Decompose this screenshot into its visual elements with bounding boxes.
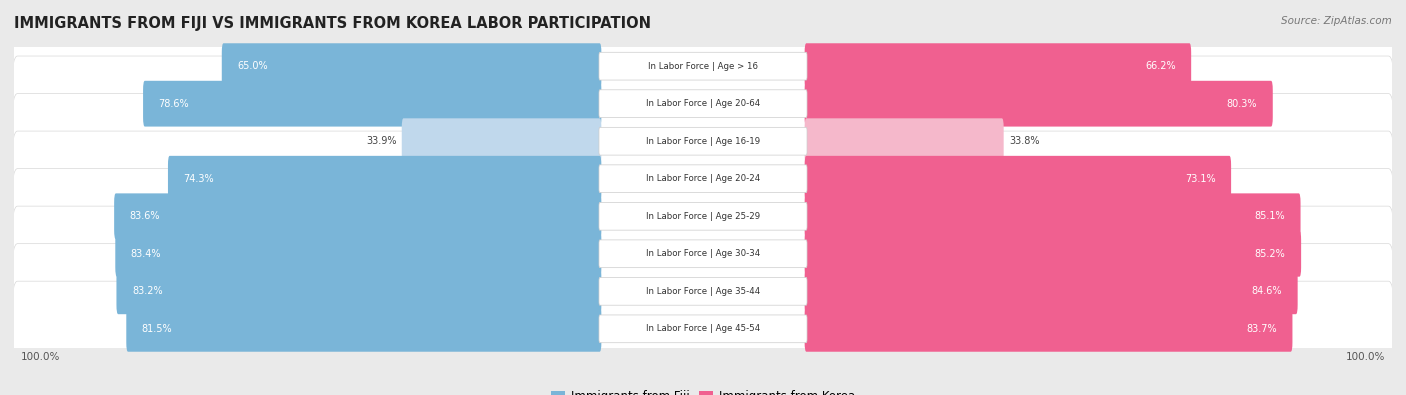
Text: 100.0%: 100.0% <box>21 352 60 362</box>
FancyBboxPatch shape <box>13 94 1393 189</box>
Text: 100.0%: 100.0% <box>1346 352 1385 362</box>
Text: 66.2%: 66.2% <box>1144 61 1175 71</box>
FancyBboxPatch shape <box>804 156 1232 201</box>
Legend: Immigrants from Fiji, Immigrants from Korea: Immigrants from Fiji, Immigrants from Ko… <box>546 385 860 395</box>
Text: 84.6%: 84.6% <box>1251 286 1282 296</box>
FancyBboxPatch shape <box>13 206 1393 301</box>
FancyBboxPatch shape <box>13 281 1393 376</box>
Text: In Labor Force | Age 45-54: In Labor Force | Age 45-54 <box>645 324 761 333</box>
Text: Source: ZipAtlas.com: Source: ZipAtlas.com <box>1281 16 1392 26</box>
Text: 85.1%: 85.1% <box>1254 211 1285 221</box>
Text: In Labor Force | Age 16-19: In Labor Force | Age 16-19 <box>645 137 761 146</box>
FancyBboxPatch shape <box>117 269 602 314</box>
Text: 83.6%: 83.6% <box>129 211 160 221</box>
Text: IMMIGRANTS FROM FIJI VS IMMIGRANTS FROM KOREA LABOR PARTICIPATION: IMMIGRANTS FROM FIJI VS IMMIGRANTS FROM … <box>14 16 651 31</box>
Text: In Labor Force | Age > 16: In Labor Force | Age > 16 <box>648 62 758 71</box>
Text: 85.2%: 85.2% <box>1256 249 1285 259</box>
Text: In Labor Force | Age 20-24: In Labor Force | Age 20-24 <box>645 174 761 183</box>
FancyBboxPatch shape <box>222 43 602 89</box>
FancyBboxPatch shape <box>115 231 602 276</box>
FancyBboxPatch shape <box>599 52 807 80</box>
Text: In Labor Force | Age 25-29: In Labor Force | Age 25-29 <box>645 212 761 221</box>
Text: 74.3%: 74.3% <box>183 174 214 184</box>
Text: 80.3%: 80.3% <box>1227 99 1257 109</box>
FancyBboxPatch shape <box>599 165 807 193</box>
FancyBboxPatch shape <box>804 194 1301 239</box>
FancyBboxPatch shape <box>143 81 602 126</box>
Text: In Labor Force | Age 35-44: In Labor Force | Age 35-44 <box>645 287 761 296</box>
FancyBboxPatch shape <box>402 118 602 164</box>
Text: 65.0%: 65.0% <box>238 61 269 71</box>
Text: 73.1%: 73.1% <box>1185 174 1216 184</box>
FancyBboxPatch shape <box>804 306 1292 352</box>
FancyBboxPatch shape <box>13 56 1393 151</box>
FancyBboxPatch shape <box>804 43 1191 89</box>
FancyBboxPatch shape <box>804 231 1301 276</box>
Text: 33.9%: 33.9% <box>366 136 396 146</box>
FancyBboxPatch shape <box>114 194 602 239</box>
Text: In Labor Force | Age 30-34: In Labor Force | Age 30-34 <box>645 249 761 258</box>
Text: In Labor Force | Age 20-64: In Labor Force | Age 20-64 <box>645 99 761 108</box>
FancyBboxPatch shape <box>804 118 1004 164</box>
FancyBboxPatch shape <box>599 90 807 118</box>
Text: 83.4%: 83.4% <box>131 249 162 259</box>
Text: 83.2%: 83.2% <box>132 286 163 296</box>
FancyBboxPatch shape <box>13 244 1393 339</box>
FancyBboxPatch shape <box>13 131 1393 226</box>
FancyBboxPatch shape <box>13 169 1393 264</box>
Text: 83.7%: 83.7% <box>1246 324 1277 334</box>
FancyBboxPatch shape <box>804 269 1298 314</box>
FancyBboxPatch shape <box>13 19 1393 114</box>
FancyBboxPatch shape <box>599 277 807 305</box>
Text: 81.5%: 81.5% <box>142 324 173 334</box>
FancyBboxPatch shape <box>804 81 1272 126</box>
FancyBboxPatch shape <box>167 156 602 201</box>
FancyBboxPatch shape <box>599 127 807 155</box>
FancyBboxPatch shape <box>599 315 807 343</box>
FancyBboxPatch shape <box>127 306 602 352</box>
FancyBboxPatch shape <box>599 240 807 268</box>
Text: 78.6%: 78.6% <box>159 99 190 109</box>
FancyBboxPatch shape <box>599 202 807 230</box>
Text: 33.8%: 33.8% <box>1010 136 1039 146</box>
